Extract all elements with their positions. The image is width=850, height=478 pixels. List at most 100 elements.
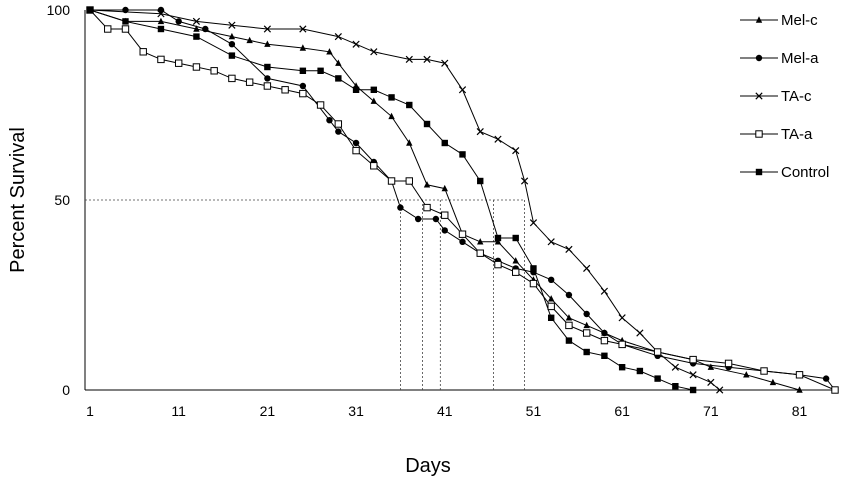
y-tick-label: 100 [47,2,71,18]
data-point [583,310,590,318]
x-tick-label: 1 [86,403,94,419]
data-point [512,257,519,264]
data-point [458,86,467,94]
data-point [316,101,325,109]
data-point [547,302,555,311]
data-point [689,355,697,364]
data-point [529,279,538,288]
data-point [264,75,271,82]
data-point [547,238,555,246]
data-point [512,146,520,155]
data-point [352,146,360,155]
data-point [724,359,733,368]
data-point [618,314,626,322]
data-point [387,177,396,185]
legend-marker [755,130,763,138]
legend-item: Mel-c [740,12,818,29]
data-point [202,25,209,33]
data-point [636,367,644,375]
data-point [831,386,839,394]
data-point [689,386,697,394]
data-point [441,211,449,219]
data-point [335,59,342,66]
x-axis-title: Days [405,455,451,477]
data-point [281,86,289,94]
x-tick-label: 11 [171,403,186,419]
data-point [582,329,591,337]
x-tick-label: 41 [437,403,453,419]
data-point [423,181,431,188]
data-point [157,17,165,25]
data-point [743,371,750,378]
data-point [405,177,413,185]
legend-label: Control [781,164,829,181]
data-point [601,352,608,359]
legend-marker [755,54,763,62]
data-point [547,276,555,283]
data-point [299,89,307,98]
legend-label: TA-c [781,88,812,105]
data-point [494,260,502,269]
data-point [299,67,307,74]
data-point [299,25,307,33]
data-point [388,94,395,101]
data-point [565,321,573,330]
data-point [583,321,590,329]
x-tick-label: 71 [703,403,719,419]
data-point [228,32,236,40]
series-line [89,9,721,391]
data-point [423,120,431,128]
data-point [121,25,130,33]
data-point [228,52,236,59]
x-tick-label: 31 [348,403,364,419]
data-point [600,336,609,345]
data-point [760,367,768,375]
data-point [769,378,777,386]
data-point [618,340,626,349]
data-point [530,265,537,272]
data-point [139,48,147,56]
data-point [795,371,804,379]
data-point [299,82,307,90]
data-point [175,18,182,25]
data-point [370,86,378,93]
data-point [671,363,679,371]
data-point [192,63,201,71]
legend-item: Mel-a [740,50,819,67]
data-point [707,378,715,387]
data-point [689,371,697,379]
data-point [441,184,448,192]
data-point [547,314,555,321]
data-point [494,135,502,143]
legend-item: Control [740,164,829,181]
data-point [388,112,395,120]
data-point [529,219,538,227]
data-point [264,40,271,47]
legend: Mel-c Mel-a TA-c TA-a Control [740,12,829,181]
data-point [228,74,236,83]
data-point [245,78,254,86]
data-point [477,238,484,245]
data-point [193,33,200,40]
data-point [565,245,573,254]
data-point [476,127,484,136]
data-point [459,151,466,158]
data-point [494,238,502,245]
x-tick-label: 51 [526,403,542,419]
data-point [335,128,342,135]
data-point [370,97,378,104]
data-point [317,67,324,74]
data-point [264,63,271,71]
legend-label: Mel-c [781,12,818,29]
data-point [654,375,661,382]
data-point [618,364,626,371]
data-point [600,287,609,295]
series-line [89,9,800,391]
data-point [441,227,448,234]
data-point [653,348,662,356]
data-point [822,375,830,382]
x-tick-label: 61 [614,403,630,419]
legend-marker [755,168,763,176]
data-point [512,268,520,276]
data-point [122,18,129,25]
